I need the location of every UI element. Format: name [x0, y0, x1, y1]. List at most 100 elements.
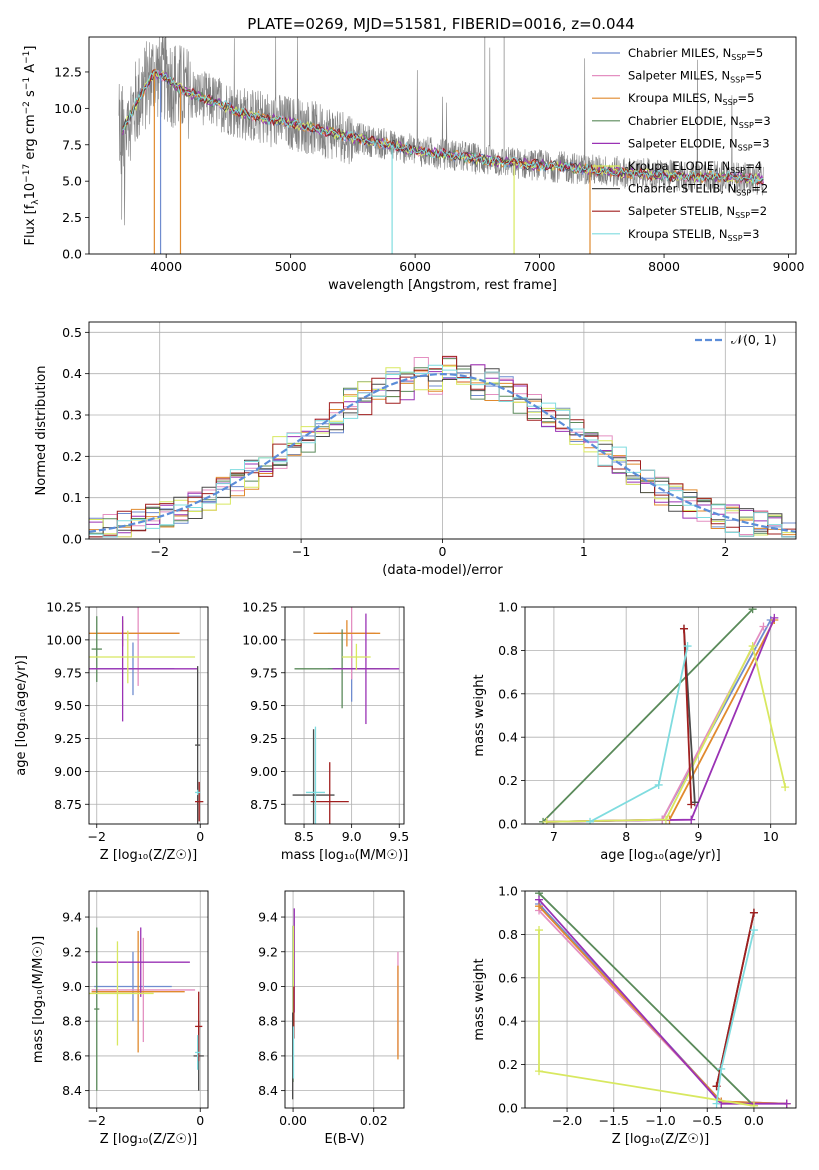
grid-weight-vs-age	[525, 606, 796, 825]
mass-weight-point	[535, 926, 544, 935]
x-tick-label: 9000	[773, 259, 805, 274]
panel-age-vs-mass: 8.5 9.0 9.5 8.75 9.00 9.25 9.50 9.75 10.00 10.25 m…	[242, 600, 409, 864]
legend-subscript: SSP	[730, 166, 745, 175]
y-tick-label: 12.5	[54, 64, 82, 79]
y-tick-label: 0.4	[62, 366, 82, 381]
x-tick-label: 1	[580, 544, 588, 559]
mass-weight-line	[542, 608, 754, 823]
mass-weight-point	[748, 607, 757, 614]
x-tick-label: −0.5	[692, 1113, 722, 1128]
y-tick-label: 8.4	[62, 1083, 82, 1098]
legend-model-name: Kroupa STELIB, N	[628, 227, 728, 241]
mass-weight-line	[546, 643, 787, 823]
legend-nssp: =3	[743, 227, 760, 241]
y-axis-label: mass weight	[472, 958, 487, 1040]
x-axis-label: wavelength [Angstrom, rest frame]	[328, 278, 557, 293]
mass-weight-point	[749, 1101, 758, 1108]
observed-spectrum-line	[118, 37, 764, 226]
y-tick-label: 8.75	[250, 797, 278, 812]
y-tick-label: 9.0	[258, 979, 278, 994]
mass-weight-line	[715, 912, 755, 1087]
x-tick-label: 9.5	[389, 829, 409, 844]
panel-mass-vs-EBV: 0.00 0.02 8.4 8.6 8.8 9.0 9.2 9.4 E(B-V)	[258, 890, 405, 1147]
y-axis-label-part: −1	[22, 77, 32, 90]
x-axis-label: E(B-V)	[324, 1132, 364, 1147]
y-axis-label-part: ]	[23, 46, 38, 51]
mass-weight-line	[715, 929, 755, 1104]
legend-nssp: =3	[753, 136, 770, 150]
mass-weight-point	[770, 613, 779, 622]
plot-area-age-vs-mass	[292, 607, 400, 824]
y-tick-label: 9.00	[250, 764, 278, 779]
axes-frame	[88, 890, 209, 1109]
y-tick-label: 0.5	[62, 325, 82, 340]
mass-weight-point	[654, 780, 663, 789]
mass-weight-point	[535, 895, 544, 904]
x-tick-label: 0.0	[744, 1113, 764, 1128]
mass-weight-line	[546, 617, 776, 823]
panel-spectrum: 4000 5000 6000 7000 8000 9000 0.0 2.5 5.0 7.5 10.0…	[22, 36, 805, 293]
y-tick-label: 9.4	[258, 910, 278, 925]
y-axis-label-part: −1	[22, 51, 32, 64]
plot-area-spectrum	[118, 37, 764, 254]
axes-frame	[88, 321, 797, 540]
x-tick-label: 8.5	[294, 829, 314, 844]
y-axis-label: Flux [fλ10−17 erg cm−2 s−1 A−1]	[22, 46, 41, 246]
x-axis-label: Z [log₁₀(Z/Z☉)]	[100, 1132, 197, 1147]
y-tick-label: 0.8	[498, 927, 518, 942]
grid-mass-vs-EBV	[285, 891, 404, 1108]
legend-entry: 𝒩(0, 1)	[731, 332, 777, 347]
y-tick-label: 10.00	[242, 632, 278, 647]
legend-subscript: SSP	[730, 76, 745, 85]
legend-entry: Chabrier ELODIE, NSSP=3	[628, 114, 771, 130]
legend-entry: Kroupa MILES, NSSP=5	[628, 91, 754, 107]
y-tick-label: 10.25	[46, 600, 82, 615]
y-axis-label: mass weight	[472, 674, 487, 756]
axes-frame	[284, 606, 405, 825]
mass-weight-line	[538, 892, 755, 1107]
legend-entry: Kroupa STELIB, NSSP=3	[628, 227, 759, 243]
y-tick-label: 8.75	[54, 797, 82, 812]
legend-model-name: Salpeter MILES, N	[628, 69, 730, 83]
plot-area-weight-vs-Z	[535, 891, 791, 1108]
mass-weight-point	[749, 908, 758, 917]
legend-model-name: Chabrier ELODIE, N	[628, 114, 739, 128]
axes-frame	[88, 606, 209, 825]
legend-entry: Chabrier MILES, NSSP=5	[628, 46, 763, 62]
plot-area-weight-vs-age	[539, 607, 790, 824]
mass-weight-line	[589, 645, 689, 823]
mass-weight-point	[748, 642, 757, 651]
legend-entry: Kroupa ELODIE, NSSP=4	[628, 159, 762, 175]
x-tick-label: −2	[88, 1113, 106, 1128]
y-axis-label: age [log₁₀(age/yr)]	[14, 655, 29, 776]
x-tick-label: 0.00	[279, 1113, 307, 1128]
model-fit-line	[122, 70, 764, 185]
x-axis-label: Z [log₁₀(Z/Z☉)]	[100, 848, 197, 863]
axes-frame	[284, 890, 405, 1109]
y-tick-label: 9.2	[62, 944, 82, 959]
x-tick-label: −2.0	[552, 1113, 582, 1128]
x-axis-label: Z [log₁₀(Z/Z☉)]	[612, 1132, 709, 1147]
y-tick-label: 0.6	[498, 970, 518, 985]
mass-weight-point	[542, 817, 551, 824]
y-tick-label: 9.75	[54, 665, 82, 680]
y-tick-label: 0.4	[498, 1014, 518, 1029]
x-tick-label: −1.5	[599, 1113, 629, 1128]
y-axis-label: Normed distribution	[34, 366, 49, 496]
y-tick-label: 2.5	[62, 210, 82, 225]
mass-weight-point	[749, 926, 758, 935]
x-tick-label: 2	[721, 544, 729, 559]
y-axis-label-part: Flux [f	[23, 204, 38, 245]
legend-nssp: =2	[750, 204, 767, 218]
legend-model-name: Chabrier STELIB, N	[628, 182, 736, 196]
y-tick-label: 0.6	[498, 686, 518, 701]
legend-entry: Salpeter ELODIE, NSSP=3	[628, 136, 770, 152]
mass-weight-point	[586, 817, 595, 824]
grid-residuals	[89, 322, 796, 540]
y-tick-label: 9.2	[258, 944, 278, 959]
x-tick-label: 10	[763, 829, 779, 844]
x-axis-label: mass [log₁₀(M/M☉)]	[281, 848, 408, 863]
panel-residuals: −2 −1 0 1 2 0.0 0.1 0.2 0.3 0.4 0.5 (data-model)/er…	[34, 321, 797, 578]
panels: 4000 5000 6000 7000 8000 90000.02.55.07.510.0…	[14, 36, 805, 1147]
panel-mass-vs-Z: −2 0 8.4 8.6 8.8 9.0 9.2 9.4 Z [log₁₀(Z/Z☉)] mass…	[31, 890, 209, 1147]
